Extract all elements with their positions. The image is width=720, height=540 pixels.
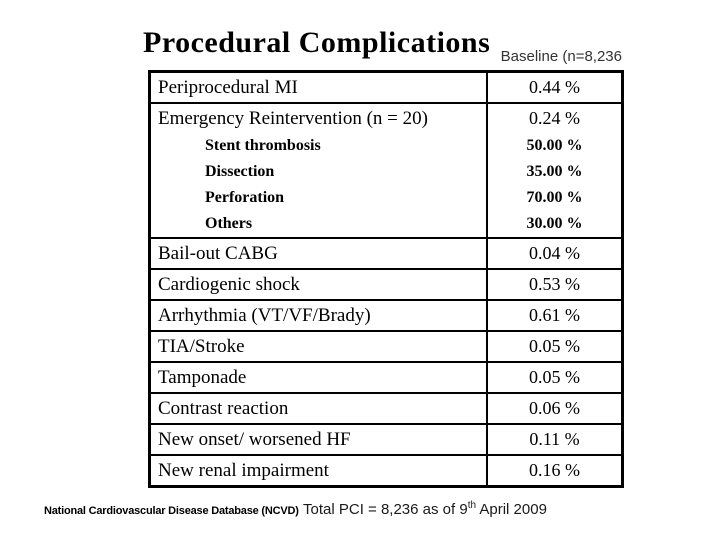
row-value: 0.06 % [529,398,580,418]
table-row: Emergency Reintervention (n = 20) 0.24 % [151,104,621,133]
table-row: New renal impairment 0.16 % [151,454,621,485]
row-label: Perforation [151,185,488,211]
row-label: Others [151,211,488,237]
row-label: Cardiogenic shock [151,270,488,299]
row-label: Bail-out CABG [151,239,488,268]
row-value: 0.05 % [529,336,580,356]
table-row: Cardiogenic shock 0.53 % [151,268,621,299]
row-label: Dissection [151,159,488,185]
row-value: 35.00 % [526,163,583,180]
row-value: 70.00 % [526,189,583,206]
row-value: 0.04 % [529,243,580,263]
row-label: Periprocedural MI [151,73,488,102]
row-label: New onset/ worsened HF [151,425,488,454]
table-row: New onset/ worsened HF 0.11 % [151,423,621,454]
table-row: Periprocedural MI 0.44 % [151,73,621,102]
page-title: Procedural Complications [143,26,491,59]
row-label: TIA/Stroke [151,332,488,361]
table-subrow: Stent thrombosis 50.00 % [151,133,621,159]
table-row: TIA/Stroke 0.05 % [151,330,621,361]
baseline-column-header: Baseline (n=8,236 [500,48,622,65]
table-subrow: Dissection 35.00 % [151,159,621,185]
row-value: 0.61 % [529,305,580,325]
row-value: 50.00 % [526,137,583,154]
row-label: Tamponade [151,363,488,392]
table-row: Bail-out CABG 0.04 % [151,237,621,268]
row-value: 0.53 % [529,274,580,294]
complications-table: Periprocedural MI 0.44 % Emergency Reint… [148,70,624,488]
table-subrow: Perforation 70.00 % [151,185,621,211]
row-value: 30.00 % [526,215,583,232]
row-label: New renal impairment [151,456,488,485]
footer-total-pci: Total PCI = 8,236 as of 9th April 2009 [303,500,547,518]
table-subrow: Others 30.00 % [151,211,621,237]
table-row: Tamponade 0.05 % [151,361,621,392]
row-value: 0.44 % [529,77,580,97]
table-row-group-reintervention: Emergency Reintervention (n = 20) 0.24 %… [151,102,621,237]
row-value: 0.24 % [529,108,580,128]
row-value: 0.05 % [529,367,580,387]
row-label: Emergency Reintervention (n = 20) [151,104,488,133]
footer-total-suffix: April 2009 [476,501,547,518]
footer-total-superscript: th [467,500,477,511]
row-value: 0.16 % [529,460,580,480]
row-value: 0.11 % [529,429,580,449]
footer-total-prefix: Total PCI = 8,236 as of 9 [303,501,468,518]
row-label: Arrhythmia (VT/VF/Brady) [151,301,488,330]
table-row: Contrast reaction 0.06 % [151,392,621,423]
row-label: Contrast reaction [151,394,488,423]
table-row: Arrhythmia (VT/VF/Brady) 0.61 % [151,299,621,330]
row-label: Stent thrombosis [151,133,488,159]
footer-source-attribution: National Cardiovascular Disease Database… [44,505,299,517]
